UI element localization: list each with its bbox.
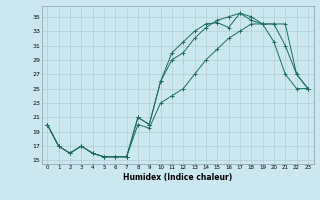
X-axis label: Humidex (Indice chaleur): Humidex (Indice chaleur) (123, 173, 232, 182)
